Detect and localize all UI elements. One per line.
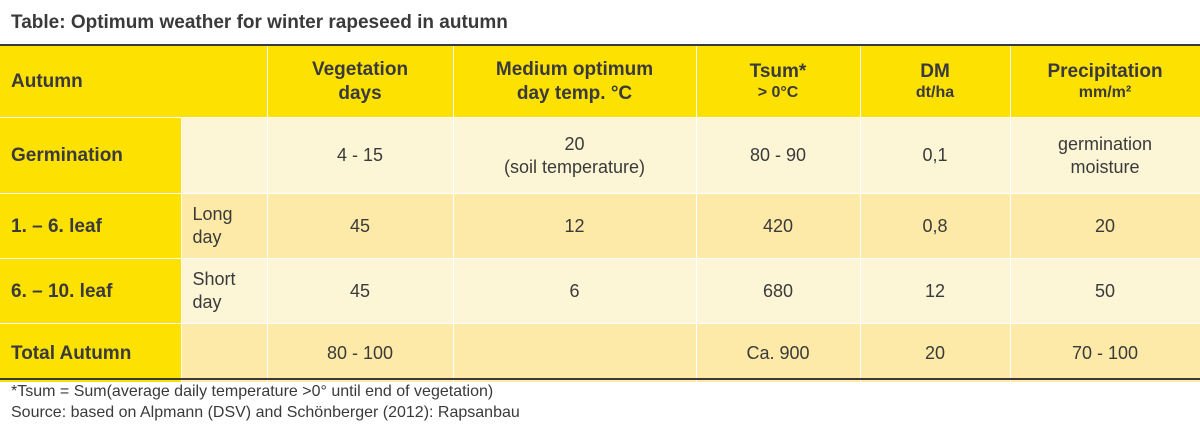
header-autumn: Autumn [0,46,268,118]
table-row: 6. – 10. leaf Short day 45 6 680 12 50 [0,258,1200,324]
row-dm: 0,8 [860,193,1011,259]
row-stage: Germination [0,117,182,194]
header-precipitation-unit: mm/m² [1078,84,1132,101]
row-temp: 12 [453,193,697,259]
row-dm: 20 [860,323,1011,383]
header-precipitation: Precipitation mm/m² [1010,46,1200,118]
row-tsum: 80 - 90 [696,117,861,194]
header-medium-temp: Medium optimum day temp. °C [453,46,697,118]
row-dm: 0,1 [860,117,1011,194]
row-tsum: 680 [696,258,861,324]
row-precipitation: germination moisture [1010,117,1200,194]
row-precipitation: 50 [1010,258,1200,324]
row-dm: 12 [860,258,1011,324]
row-tsum: Ca. 900 [696,323,861,383]
header-vegetation-days: Vegetation days [267,46,454,118]
table-title: Table: Optimum weather for winter rapese… [11,12,508,33]
header-tsum-unit: > 0°C [757,84,799,101]
row-vegetation-days: 4 - 15 [267,117,454,194]
header-row: Autumn Vegetation days Medium optimum da… [0,46,1200,118]
table-row: Germination 4 - 15 20 (soil temperature)… [0,117,1200,194]
row-temp: 6 [453,258,697,324]
header-tsum: Tsum* > 0°C [696,46,861,118]
row-tsum: 420 [696,193,861,259]
row-stage: 1. – 6. leaf [0,193,182,259]
row-stage: 6. – 10. leaf [0,258,182,324]
row-day-length [181,323,268,383]
header-dm-unit: dt/ha [915,84,955,101]
row-temp: 20 (soil temperature) [453,117,697,194]
table-row: 1. – 6. leaf Long day 45 12 420 0,8 20 [0,193,1200,259]
row-precipitation: 20 [1010,193,1200,259]
rapeseed-weather-table: Autumn Vegetation days Medium optimum da… [0,46,1200,383]
row-vegetation-days: 45 [267,193,454,259]
row-precipitation: 70 - 100 [1010,323,1200,383]
footnote-source: Source: based on Alpmann (DSV) and Schön… [11,404,520,421]
footnotes: *Tsum = Sum(average daily temperature >0… [11,381,520,423]
row-day-length: Long day [181,193,268,259]
row-stage: Total Autumn [0,323,182,383]
row-day-length: Short day [181,258,268,324]
table-row: Total Autumn 80 - 100 Ca. 900 20 70 - 10… [0,323,1200,383]
row-day-length [181,117,268,194]
row-vegetation-days: 80 - 100 [267,323,454,383]
row-vegetation-days: 45 [267,258,454,324]
top-rule [0,44,1200,46]
bottom-rule [0,378,1200,380]
header-dm: DM dt/ha [860,46,1011,118]
row-temp [453,323,697,383]
footnote-tsum: *Tsum = Sum(average daily temperature >0… [11,383,494,400]
